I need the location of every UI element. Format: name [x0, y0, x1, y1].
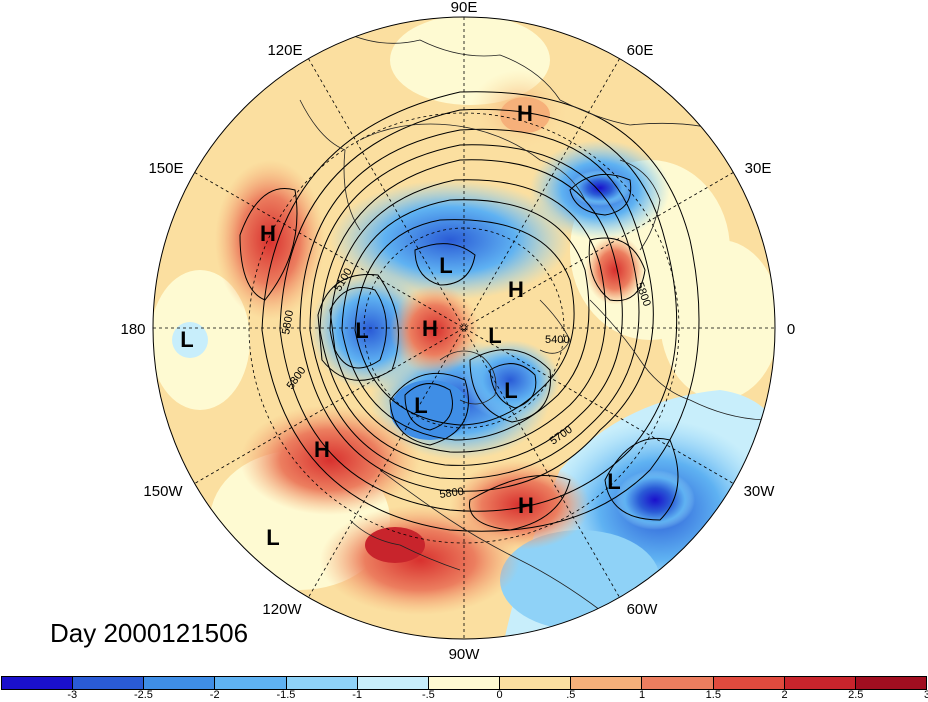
colorbar-swatch: [357, 677, 429, 689]
polar-stereographic-map: 90E 120E 60E 150E 30E 180 0 150W 30W 120…: [120, 0, 795, 663]
colorbar-tick-label: 3: [923, 689, 928, 701]
colorbar-tick-label: .5: [566, 689, 576, 701]
high-northeast-pacific-marker: H: [314, 437, 330, 462]
colorbar-tick-label: -3: [67, 689, 78, 701]
colorbar-tick-label: 2: [781, 689, 788, 701]
high-beaufort-marker: H: [508, 277, 524, 302]
longitude-labels: 90E 120E 60E 150E 30E 180 0 150W 30W 120…: [120, 0, 795, 663]
colorbar-tick-label: -1.5: [276, 689, 296, 701]
contour-label: 5800: [439, 486, 465, 501]
lon-label-150w: 150W: [143, 483, 183, 500]
low-central-atlantic-marker: L: [607, 469, 620, 494]
colorbar-tick-label: 2.5: [848, 689, 864, 701]
pressure-centers: H H L H L H L L L L H H L L: [180, 101, 620, 550]
lon-label-30w: 30W: [744, 483, 776, 500]
colorbar-swatch: [642, 677, 714, 689]
colorbar-swatch: [215, 677, 287, 689]
colorbar-tick-label: 1.5: [705, 689, 721, 701]
colorbar-tick-label: -2: [209, 689, 220, 701]
colorbar-tick-label: 0: [496, 689, 503, 701]
lon-label-180: 180: [120, 321, 145, 338]
low-subtropical-pacific-marker: L: [266, 525, 279, 550]
height-contours: [239, 91, 700, 532]
low-dateline-marker: L: [180, 327, 193, 352]
high-north-siberia-marker: H: [517, 101, 533, 126]
contour-label: 5400: [545, 334, 569, 346]
lon-label-90e: 90E: [451, 0, 478, 16]
colorbar-swatch: [500, 677, 572, 689]
low-alaska-marker: L: [355, 318, 368, 343]
contour-label: 5800: [280, 309, 296, 335]
high-north-pacific-marker: H: [260, 221, 276, 246]
colorbar: -3 -2.5 -2 -1.5 -1 -.5 0 .5 1 1.5 2 2.5 3: [0, 674, 928, 702]
colorbar-swatch: [855, 677, 927, 689]
colorbar-swatch: [2, 677, 74, 689]
low-greenland-sea-marker: L: [488, 323, 501, 348]
colorbar-tick-label: -2.5: [133, 689, 153, 701]
graticule: [153, 17, 775, 639]
colorbar-swatch: [784, 677, 856, 689]
colorbar-swatch: [286, 677, 358, 689]
lon-label-150e: 150E: [148, 160, 183, 177]
colorbar-swatch: [428, 677, 501, 689]
low-labrador-marker: L: [504, 378, 517, 403]
colorbar-swatch: [713, 677, 785, 689]
colorbar-swatch: [571, 677, 643, 689]
high-western-atlantic-marker: H: [518, 493, 534, 518]
colorbar-swatch: [73, 677, 145, 689]
colorbar-tick-label: -.5: [421, 689, 435, 701]
anomaly-field: [153, 17, 775, 639]
lon-label-60w: 60W: [627, 601, 659, 618]
lon-label-120e: 120E: [267, 42, 302, 59]
lon-label-60e: 60E: [627, 42, 654, 59]
colorbar-boxes: [1, 676, 927, 690]
lon-label-120w: 120W: [262, 601, 302, 618]
date-title: Day 2000121506: [50, 618, 249, 648]
high-arctic-ocean-marker: H: [422, 316, 438, 341]
lon-label-90w: 90W: [449, 646, 481, 663]
low-arctic-siberia-marker: L: [439, 253, 452, 278]
colorbar-tick-label: 1: [639, 689, 646, 701]
low-hudson-bay-marker: L: [414, 393, 427, 418]
colorbar-swatch: [144, 677, 216, 689]
colorbar-tick-label: -1: [352, 689, 363, 701]
map-boundary: [152, 16, 776, 640]
lon-label-0: 0: [787, 321, 795, 338]
lon-label-30e: 30E: [745, 160, 772, 177]
